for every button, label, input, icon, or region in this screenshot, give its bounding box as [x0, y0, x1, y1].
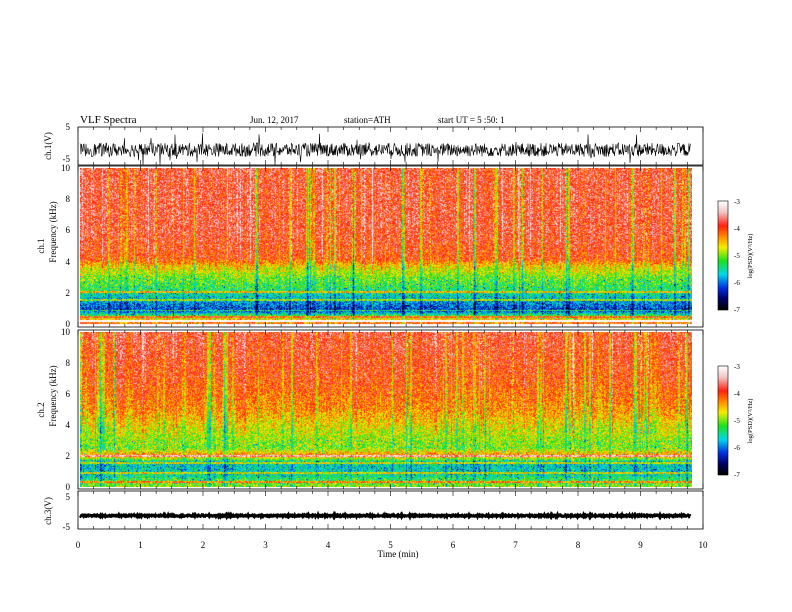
ch2-colorbar-gradient [718, 366, 728, 475]
ch2-cb-tick-m3: -3 [734, 363, 740, 371]
ch2-cb-tick-m6: -6 [734, 444, 740, 452]
x-axis-ticklabels: 0 1 2 3 4 5 6 7 8 9 10 [76, 540, 708, 550]
ch1-waveform-trace [79, 133, 691, 166]
ch3-ytick-bottom: -5 [63, 522, 71, 532]
start-time-label: start UT = 5 :50: 1 [438, 115, 505, 125]
ch1-cb-tick-m7: -7 [734, 306, 740, 314]
ch1-spectrogram-panel: 10 8 6 4 2 0 ch.1 Frequency (kHz) [36, 163, 704, 329]
x-tick-label-7: 7 [513, 540, 518, 550]
x-tick-label-0: 0 [76, 540, 81, 550]
ch2-colorbar-label: log(PSD)(V²/Hz) [747, 399, 754, 444]
ch1-ytick-8: 8 [66, 194, 71, 204]
x-tick-label-5: 5 [388, 540, 393, 550]
ch1-spectrogram-yticks: 10 8 6 4 2 0 [61, 163, 71, 329]
date-label: Jun. 12, 2017 [250, 115, 299, 125]
ch1-ytick-4: 4 [66, 257, 71, 267]
ch2-ytick-2: 2 [66, 451, 71, 461]
ch1-cb-tick-m5: -5 [734, 252, 740, 260]
ch1-ytick-6: 6 [66, 225, 71, 235]
ch1-waveform-ylabel: ch.1(V) [43, 132, 53, 160]
ch1-spectrogram-channel-label: ch.1 [36, 238, 46, 253]
ch2-spectrogram-yticks: 10 8 6 4 2 0 [61, 327, 71, 492]
ch2-ytick-6: 6 [66, 389, 71, 399]
ch2-colorbar-frame [717, 365, 729, 476]
ch2-colorbar: -3 -4 -5 -6 -7 log(PSD)(V²/Hz) [717, 363, 754, 479]
ch1-ytick-0: 0 [66, 319, 71, 329]
x-axis-ticks [77, 127, 704, 529]
ch1-ytick-bottom: -5 [63, 154, 71, 164]
x-tick-label-9: 9 [638, 540, 643, 550]
ch1-colorbar-frame [717, 200, 729, 311]
ch1-colorbar: -3 -4 -5 -6 -7 log(PSD)(V²/Hz) [717, 198, 754, 314]
ch1-cb-tick-m4: -4 [734, 225, 740, 233]
ch2-ytick-0: 0 [66, 482, 71, 492]
x-tick-label-1: 1 [138, 540, 143, 550]
x-tick-label-4: 4 [326, 540, 331, 550]
ch2-cb-tick-m7: -7 [734, 471, 740, 479]
ch2-spectrogram-panel: 10 8 6 4 2 0 ch.2 Frequency (kHz) [36, 327, 704, 492]
ch1-spectrogram-ylabel: Frequency (kHz) [48, 201, 58, 262]
ch2-spectrogram-ylabel: Frequency (kHz) [48, 365, 58, 426]
ch1-ytick-top: 5 [66, 122, 71, 132]
ch2-cb-tick-m5: -5 [734, 417, 740, 425]
x-tick-label-8: 8 [576, 540, 581, 550]
x-tick-label-3: 3 [263, 540, 268, 550]
x-axis-label: Time (min) [378, 549, 419, 559]
ch1-ytick-10: 10 [61, 163, 71, 173]
ch1-waveform-panel: 5 -5 ch.1(V) [43, 122, 704, 166]
ch2-spectrogram-image [80, 332, 692, 487]
ch3-waveform-trace [78, 510, 692, 521]
ch1-ytick-2: 2 [66, 288, 71, 298]
x-tick-label-10: 10 [699, 540, 709, 550]
ch2-spectrogram-channel-label: ch.2 [36, 402, 46, 417]
ch1-cb-tick-m3: -3 [734, 198, 740, 206]
ch3-waveform-ylabel: ch.3(V) [43, 497, 53, 525]
ch2-ytick-4: 4 [66, 420, 71, 430]
x-tick-label-2: 2 [201, 540, 206, 550]
ch1-spectrogram-image [80, 168, 692, 325]
ch2-ytick-8: 8 [66, 358, 71, 368]
station-label: station=ATH [344, 115, 391, 125]
ch3-waveform-panel: 5 -5 ch.3(V) [43, 490, 704, 532]
ch1-colorbar-label: log(PSD)(V²/Hz) [747, 234, 754, 279]
ch3-ytick-top: 5 [66, 492, 71, 502]
ch1-cb-tick-m6: -6 [734, 279, 740, 287]
figure-title: VLF Spectra [80, 114, 137, 126]
ch1-colorbar-gradient [718, 201, 728, 310]
ch2-cb-tick-m4: -4 [734, 390, 740, 398]
ch2-ytick-10: 10 [61, 327, 71, 337]
x-tick-label-6: 6 [451, 540, 456, 550]
ch3-waveform-frame [77, 490, 704, 530]
